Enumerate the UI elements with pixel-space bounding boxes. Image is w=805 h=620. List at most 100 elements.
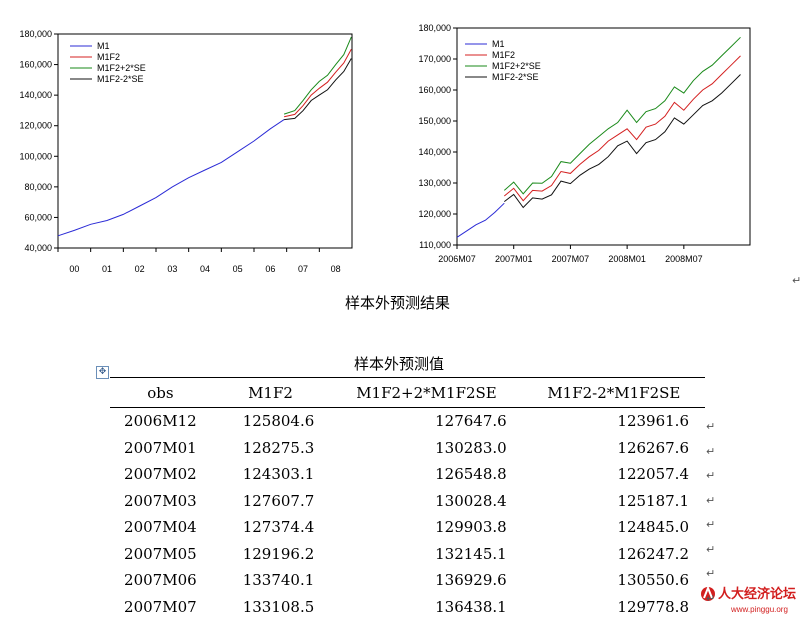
right-series-line <box>504 75 740 208</box>
right-series-line <box>504 56 740 201</box>
cell-upper: 126548.8 <box>330 461 522 488</box>
right-y-tick-label: 140,000 <box>418 147 451 157</box>
left-y-tick-label: 180,000 <box>19 29 52 39</box>
left-x-tick-label: 08 <box>331 264 341 274</box>
row-end-mark-icon: ↵ <box>706 494 715 507</box>
cell-upper: 127647.6 <box>330 408 522 435</box>
cell-lower: 123961.6 <box>523 408 705 435</box>
left-y-tick-label: 100,000 <box>19 151 52 161</box>
cell-m1f2: 128275.3 <box>211 435 331 462</box>
header-lower: M1F2-2*M1F2SE <box>523 378 705 408</box>
cell-obs: 2007M06 <box>110 567 211 594</box>
cell-m1f2: 129196.2 <box>211 541 331 568</box>
left-series-line <box>284 37 351 114</box>
cell-obs: 2007M07 <box>110 594 211 620</box>
right-y-tick-label: 150,000 <box>418 116 451 126</box>
cell-obs: 2007M01 <box>110 435 211 462</box>
left-x-tick-label: 02 <box>135 264 145 274</box>
cell-lower: 129778.8 <box>523 594 705 620</box>
right-legend-label: M1F2+2*SE <box>492 61 541 71</box>
left-legend-label: M1F2 <box>97 52 120 62</box>
table-header-row: obs M1F2 M1F2+2*M1F2SE M1F2-2*M1F2SE <box>110 378 705 408</box>
cell-upper: 136929.6 <box>330 567 522 594</box>
cell-obs: 2007M02 <box>110 461 211 488</box>
left-legend-label: M1F2+2*SE <box>97 63 146 73</box>
cell-lower: 130550.6 <box>523 567 705 594</box>
cell-lower: 124845.0 <box>523 514 705 541</box>
row-end-mark-icon: ↵ <box>706 567 715 580</box>
row-end-mark-icon: ↵ <box>706 518 715 531</box>
right-legend-label: M1 <box>492 39 505 49</box>
cell-m1f2: 127607.7 <box>211 488 331 515</box>
cell-upper: 130028.4 <box>330 488 522 515</box>
header-m1f2: M1F2 <box>211 378 331 408</box>
cell-m1f2: 127374.4 <box>211 514 331 541</box>
left-legend-label: M1F2-2*SE <box>97 74 144 84</box>
left-legend-label: M1 <box>97 41 110 51</box>
cell-m1f2: 133108.5 <box>211 594 331 620</box>
watermark-text: 人大经济论坛 <box>718 586 796 601</box>
right-x-tick-label: 2008M07 <box>665 254 703 264</box>
row-end-mark-icon: ↵ <box>706 445 715 458</box>
right-y-tick-label: 170,000 <box>418 54 451 64</box>
left-x-tick-label: 06 <box>265 264 275 274</box>
cell-m1f2: 125804.6 <box>211 408 331 435</box>
left-x-tick-label: 07 <box>298 264 308 274</box>
left-x-tick-label: 05 <box>233 264 243 274</box>
row-end-mark-icon: ↵ <box>706 543 715 556</box>
left-x-tick-label: 00 <box>69 264 79 274</box>
left-y-tick-label: 120,000 <box>19 121 52 131</box>
left-y-tick-label: 160,000 <box>19 60 52 70</box>
cell-m1f2: 133740.1 <box>211 567 331 594</box>
header-obs: obs <box>110 378 211 408</box>
right-x-tick-label: 2006M07 <box>438 254 476 264</box>
left-x-tick-label: 04 <box>200 264 210 274</box>
right-series-line <box>457 203 504 237</box>
cell-lower: 126267.6 <box>523 435 705 462</box>
right-x-tick-label: 2007M07 <box>552 254 590 264</box>
left-series-line <box>58 120 284 236</box>
right-x-tick-label: 2007M01 <box>495 254 533 264</box>
left-x-tick-label: 03 <box>167 264 177 274</box>
cell-m1f2: 124303.1 <box>211 461 331 488</box>
right-legend-label: M1F2 <box>492 50 515 60</box>
cell-obs: 2007M05 <box>110 541 211 568</box>
right-y-tick-label: 110,000 <box>419 240 451 250</box>
cell-lower: 122057.4 <box>523 461 705 488</box>
right-y-tick-label: 160,000 <box>418 85 451 95</box>
chart-right: 180,000170,000160,000150,000140,000130,0… <box>398 0 805 285</box>
left-y-tick-label: 140,000 <box>19 90 52 100</box>
cell-lower: 125187.1 <box>523 488 705 515</box>
header-upper: M1F2+2*M1F2SE <box>330 378 522 408</box>
right-y-tick-label: 180,000 <box>418 23 451 33</box>
chart-left: 180,000 160,000 140,000 120,000 100,000 80,00… <box>0 0 365 285</box>
left-y-tick-label: 40,000 <box>24 243 52 253</box>
left-x-tick-label: 01 <box>102 264 112 274</box>
left-y-tick-label: 60,000 <box>24 212 52 222</box>
cell-upper: 130283.0 <box>330 435 522 462</box>
left-y-tick-label: 80,000 <box>24 182 52 192</box>
right-x-tick-label: 2008M01 <box>608 254 646 264</box>
table-caption: 样本外预测值 <box>354 353 444 374</box>
row-end-mark-icon: ↵ <box>706 469 715 482</box>
figure-caption: 样本外预测结果 <box>345 292 450 313</box>
cell-obs: 2007M03 <box>110 488 211 515</box>
forecast-table: obs M1F2 M1F2+2*M1F2SE M1F2-2*M1F2SE 200… <box>110 377 705 620</box>
cell-obs: 2006M12 <box>110 408 211 435</box>
right-legend-label: M1F2-2*SE <box>492 72 539 82</box>
cell-obs: 2007M04 <box>110 514 211 541</box>
row-end-mark-icon: ↵ <box>706 420 715 433</box>
cell-upper: 129903.8 <box>330 514 522 541</box>
row-end-mark-icon: ↵ <box>706 592 715 605</box>
paragraph-mark-icon: ↵ <box>792 274 801 287</box>
cell-lower: 126247.2 <box>523 541 705 568</box>
table-move-handle-icon[interactable]: ✥ <box>96 366 109 379</box>
